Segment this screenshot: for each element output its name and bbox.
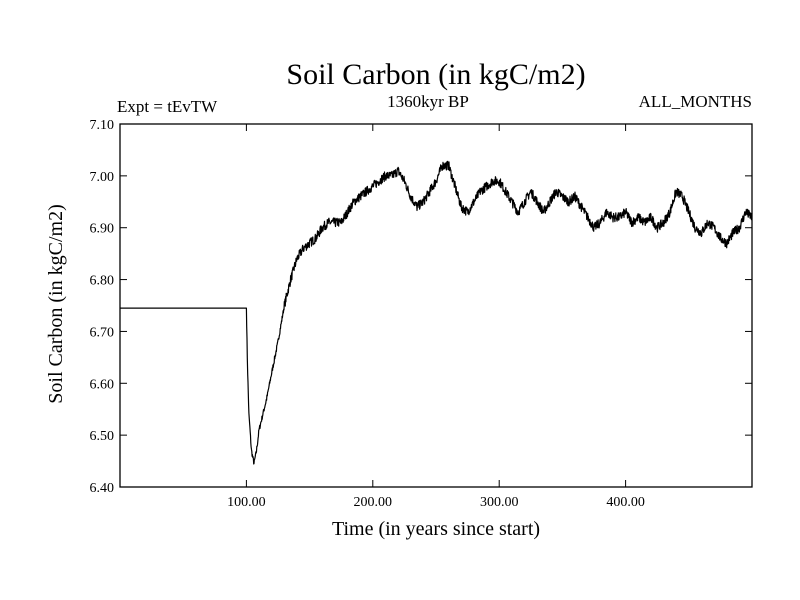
y-ticks: 6.40 6.50 6.60 6.70 6.80 6.90 7.00 7.10 (90, 118, 752, 496)
chart-subtitle-right: ALL_MONTHS (639, 92, 752, 111)
x-tick-label: 100.00 (227, 495, 266, 510)
y-tick-label: 7.10 (90, 118, 115, 133)
x-tick-label: 300.00 (480, 495, 519, 510)
plot-area: 100.00 200.00 300.00 400.00 6.40 6.50 6.60 6.7… (90, 118, 753, 510)
y-tick-label: 6.60 (90, 377, 115, 392)
x-axis-label: Time (in years since start) (332, 518, 540, 540)
chart-subtitle-left: Expt = tEvTW (117, 97, 218, 116)
chart-title: Soil Carbon (in kgC/m2) (286, 58, 585, 91)
series-line (120, 160, 753, 465)
y-tick-label: 6.50 (90, 429, 115, 444)
y-tick-label: 6.90 (90, 222, 115, 237)
series-layer (120, 160, 753, 465)
y-tick-label: 7.00 (90, 170, 115, 185)
y-tick-label: 6.40 (90, 481, 115, 496)
chart-subtitle-center: 1360kyr BP (387, 92, 469, 111)
plot-frame (119, 123, 753, 488)
x-tick-label: 200.00 (354, 495, 393, 510)
x-ticks: 100.00 200.00 300.00 400.00 (227, 124, 645, 510)
y-axis-label: Soil Carbon (in kgC/m2) (45, 204, 67, 403)
y-tick-label: 6.80 (90, 274, 115, 289)
x-tick-label: 400.00 (606, 495, 645, 510)
y-tick-label: 6.70 (90, 325, 115, 340)
